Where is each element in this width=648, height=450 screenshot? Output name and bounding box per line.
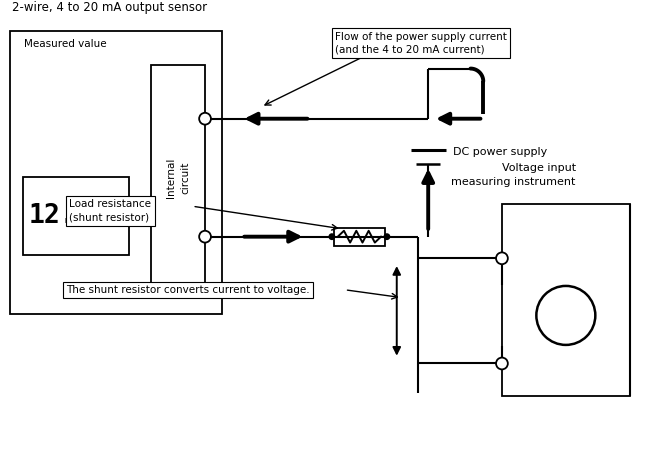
Bar: [151, 65, 205, 291]
Circle shape: [329, 233, 335, 240]
Circle shape: [496, 252, 508, 264]
Circle shape: [384, 233, 390, 240]
Text: V: V: [558, 306, 573, 325]
Text: −: −: [201, 231, 209, 241]
Bar: [23, 177, 130, 255]
Bar: [334, 228, 385, 246]
Text: The shunt resistor converts current to voltage.: The shunt resistor converts current to v…: [67, 285, 310, 295]
Circle shape: [199, 113, 211, 125]
Bar: [502, 204, 630, 396]
Text: Load resistance
(shunt resistor): Load resistance (shunt resistor): [69, 199, 152, 222]
Circle shape: [537, 286, 596, 345]
Text: Internal
circuit: Internal circuit: [166, 158, 190, 198]
Text: +: +: [202, 114, 209, 123]
Text: Voltage input
measuring instrument: Voltage input measuring instrument: [451, 163, 575, 187]
Text: DC power supply: DC power supply: [453, 147, 547, 157]
Text: +: +: [498, 253, 505, 262]
Text: 12.345: 12.345: [29, 203, 124, 229]
Bar: [10, 31, 222, 315]
Text: Flow of the power supply current
(and the 4 to 20 mA current): Flow of the power supply current (and th…: [335, 32, 507, 55]
Text: Measured value: Measured value: [24, 39, 107, 49]
Text: 2-wire, 4 to 20 mA output sensor: 2-wire, 4 to 20 mA output sensor: [12, 1, 207, 14]
Circle shape: [496, 358, 508, 369]
Text: −: −: [498, 358, 506, 368]
Circle shape: [199, 231, 211, 243]
